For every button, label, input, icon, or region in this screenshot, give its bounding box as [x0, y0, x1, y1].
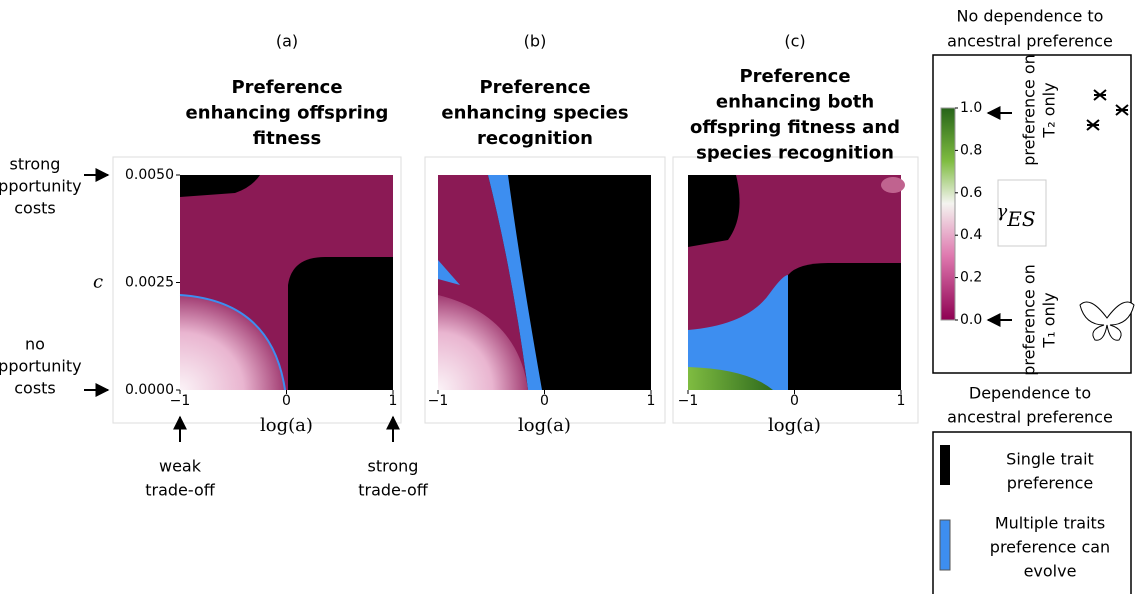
text: preference can — [990, 538, 1110, 557]
text: enhancing both — [716, 92, 874, 113]
text: weak — [159, 457, 202, 476]
text: T₁ only — [1040, 292, 1059, 348]
subscript: ES — [1006, 207, 1035, 231]
text: enhancing species — [441, 103, 628, 124]
text: trade-off — [358, 481, 429, 500]
text: recognition — [477, 128, 593, 149]
text: ancestral preference — [947, 32, 1113, 51]
region — [788, 263, 901, 390]
text: preference on — [1020, 54, 1039, 166]
heatmap — [180, 175, 393, 390]
text: offspring fitness and — [690, 117, 900, 138]
text: costs — [14, 199, 56, 218]
region — [881, 177, 905, 193]
text: preference — [1007, 474, 1094, 493]
text: Preference — [479, 77, 590, 98]
text: fitness — [253, 128, 321, 149]
text: No dependence to — [957, 7, 1104, 26]
legend-swatch — [940, 445, 950, 485]
legend-swatch — [940, 520, 950, 570]
text: strong — [368, 457, 419, 476]
butterfly — [1080, 302, 1134, 340]
text: 1.0 — [960, 100, 982, 116]
icon — [1116, 105, 1128, 115]
text: (b) — [524, 32, 547, 51]
text: evolve — [1024, 562, 1077, 581]
icon — [1094, 90, 1106, 100]
heatmap — [688, 175, 905, 390]
text: 0.4 — [960, 227, 982, 243]
region — [288, 257, 393, 390]
text: Preference — [231, 77, 342, 98]
text: Single trait — [1006, 450, 1094, 469]
text: ancestral preference — [947, 408, 1113, 427]
text: strong — [10, 155, 61, 174]
text: 0.0000 — [125, 382, 174, 398]
text: 1 — [647, 393, 656, 409]
text: log(a) — [260, 415, 313, 436]
text: log(a) — [768, 415, 821, 436]
text: Multiple traits — [995, 514, 1105, 533]
text: 0.0050 — [125, 167, 174, 183]
text: 0.8 — [960, 142, 982, 158]
text: enhancing offspring — [186, 103, 389, 124]
text: T₂ only — [1040, 82, 1059, 138]
text: (c) — [784, 32, 805, 51]
text: trade-off — [145, 481, 216, 500]
text: 0.2 — [960, 270, 982, 286]
heatmap — [438, 175, 651, 390]
text: c — [93, 272, 103, 293]
colorbar — [941, 108, 955, 320]
text: 0 — [282, 393, 291, 409]
text: no — [25, 335, 45, 354]
text: preference on — [1020, 264, 1039, 376]
text: −1 — [678, 393, 699, 409]
icon — [1087, 120, 1099, 130]
text: Preference — [739, 66, 850, 87]
text: 0 — [790, 393, 799, 409]
text: 0 — [540, 393, 549, 409]
figure: (a) Preference enhancing offspring fitness −… — [0, 0, 1138, 594]
text: costs — [14, 379, 56, 398]
text: Dependence to — [969, 384, 1091, 403]
text: 0.0025 — [125, 275, 174, 291]
text: 0.6 — [960, 185, 982, 201]
text: log(a) — [518, 415, 571, 436]
text: 1 — [389, 393, 398, 409]
text: species recognition — [696, 143, 894, 164]
text: (a) — [276, 32, 298, 51]
text: −1 — [428, 393, 449, 409]
text: 0.0 — [960, 312, 982, 328]
text: 1 — [897, 393, 906, 409]
